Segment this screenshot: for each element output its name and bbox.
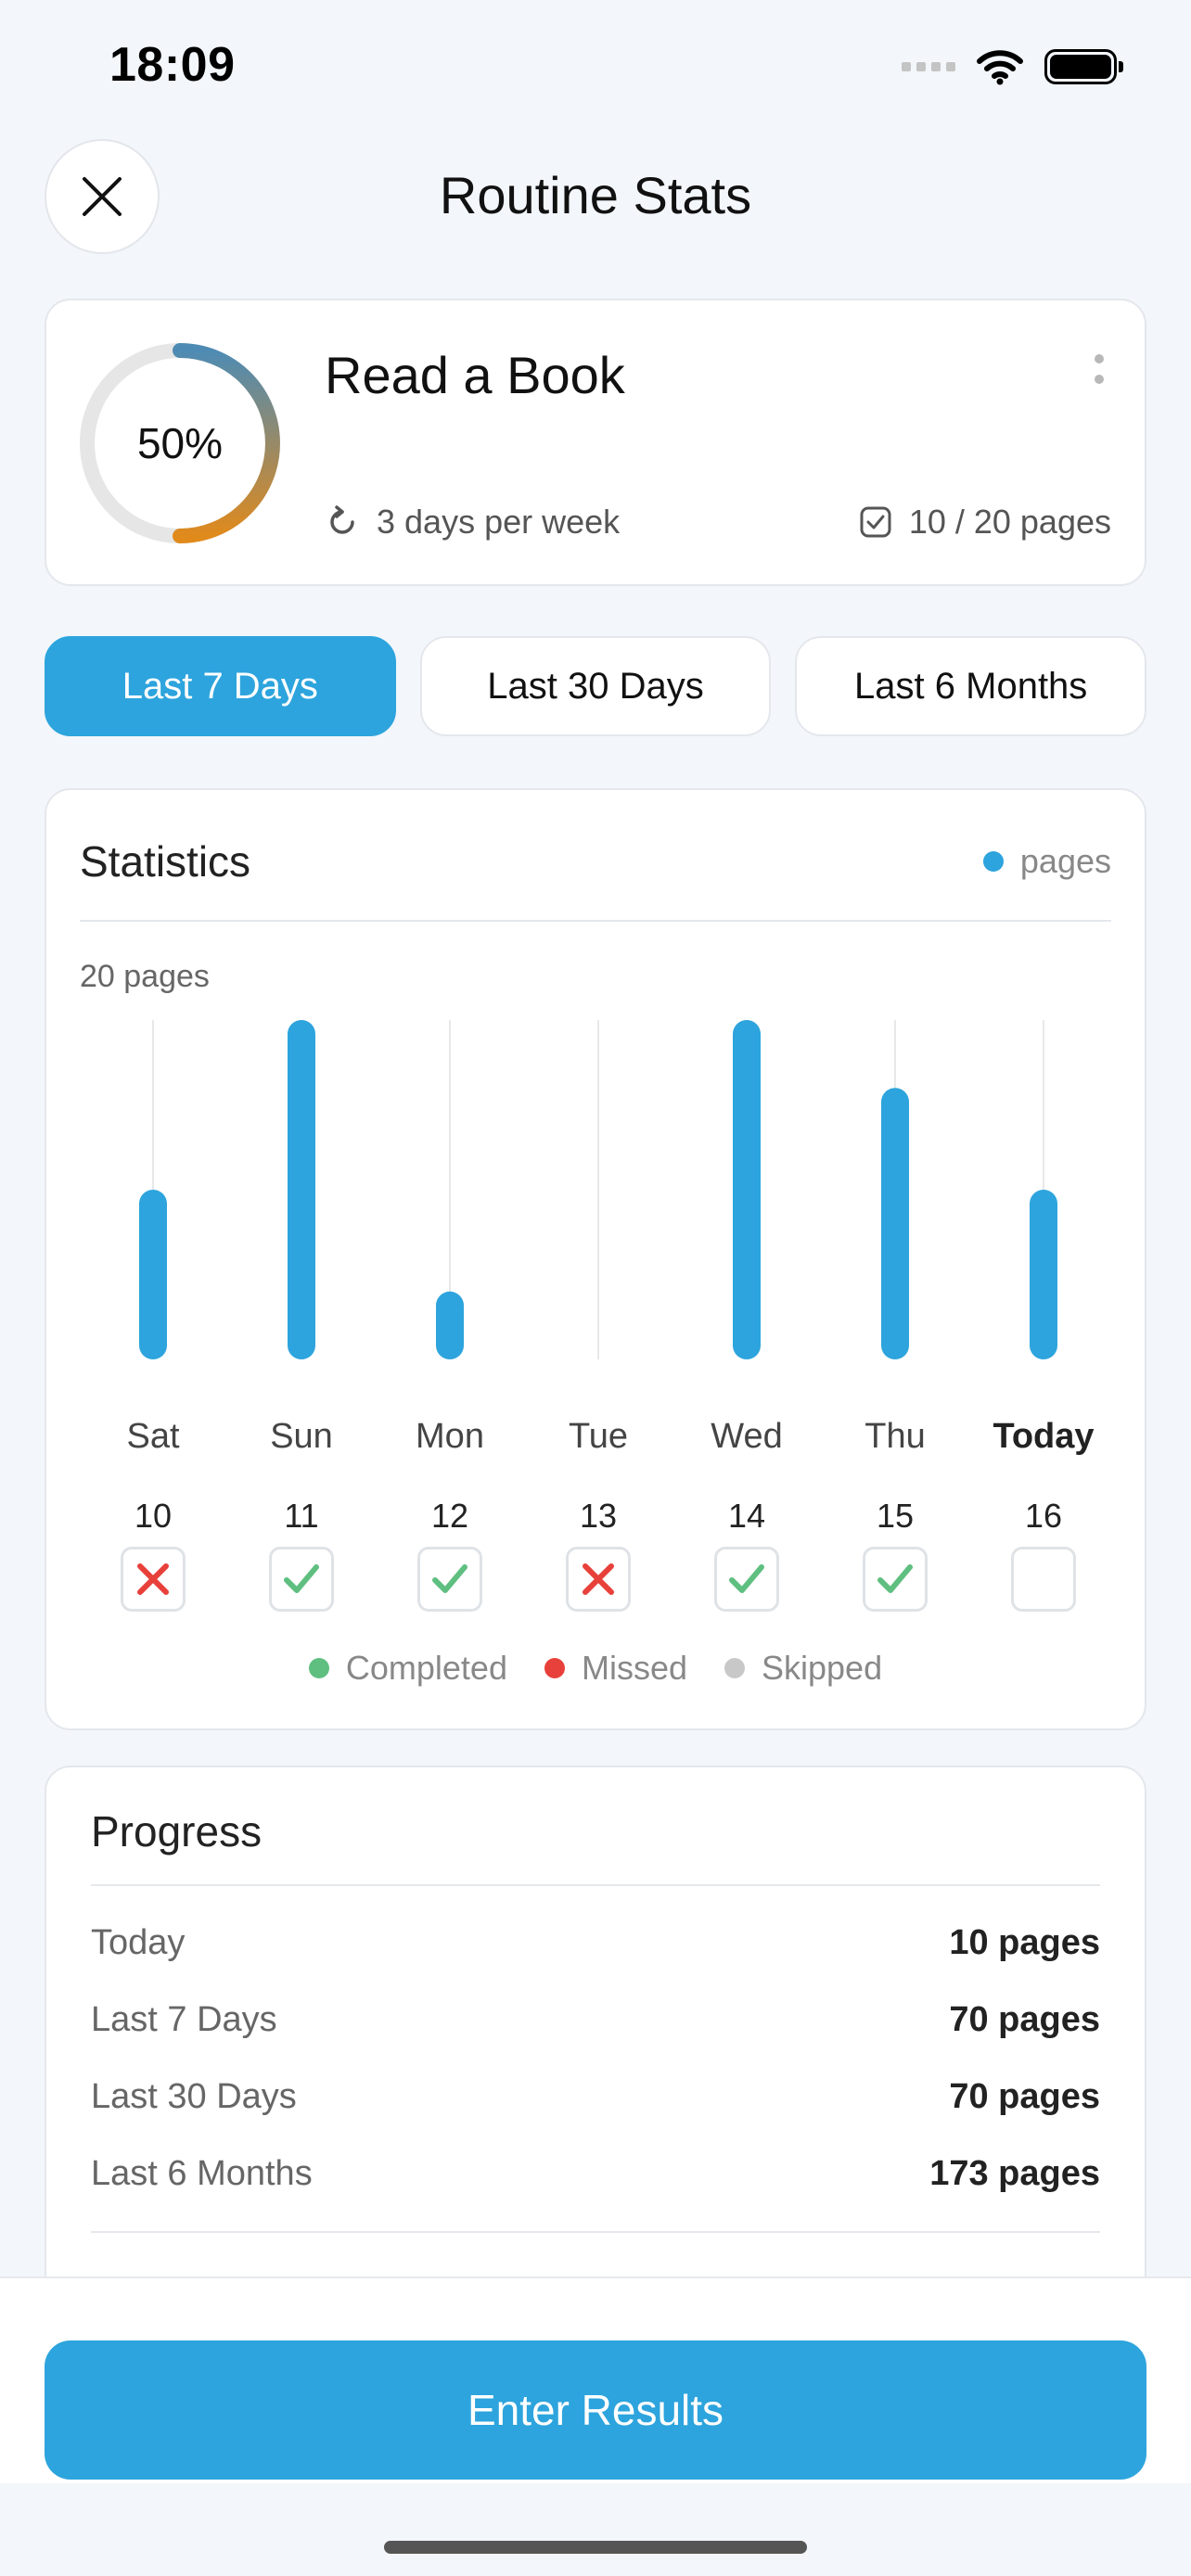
day-label: Sun bbox=[270, 1417, 333, 1456]
status-time: 18:09 bbox=[109, 38, 236, 92]
day-label: Sat bbox=[126, 1417, 180, 1456]
date-label: 13 bbox=[579, 1497, 618, 1535]
day-status-checkbox[interactable] bbox=[269, 1547, 334, 1612]
day-status-checkbox[interactable] bbox=[1011, 1547, 1076, 1612]
legend-skipped: Skipped bbox=[724, 1649, 882, 1688]
progress-row-value: 70 pages bbox=[949, 2000, 1100, 2039]
date-label: 12 bbox=[430, 1497, 469, 1535]
cross-icon bbox=[137, 1563, 169, 1595]
date-label: 15 bbox=[876, 1497, 915, 1535]
progress-percentage: 50% bbox=[136, 419, 224, 467]
goal-label: 10 / 20 pages bbox=[908, 503, 1111, 541]
y-axis-max-label: 20 pages bbox=[80, 959, 210, 994]
chart-bar[interactable] bbox=[288, 1020, 315, 1359]
date-label: 14 bbox=[727, 1497, 766, 1535]
progress-ring: 50% bbox=[78, 341, 282, 545]
statistics-card: Statistics pages 20 pages Sat 10 Sun 11 Mon 1… bbox=[45, 788, 1146, 1730]
day-status-checkbox[interactable] bbox=[566, 1547, 631, 1612]
legend-dot bbox=[982, 851, 1004, 872]
chart-bar[interactable] bbox=[881, 1088, 909, 1359]
status-bar: 18:09 bbox=[0, 0, 1191, 139]
day-label: Thu bbox=[864, 1417, 926, 1456]
frequency-label: 3 days per week bbox=[377, 503, 621, 541]
home-indicator bbox=[384, 2541, 807, 2554]
day-status-checkbox[interactable] bbox=[417, 1547, 482, 1612]
divider bbox=[80, 920, 1111, 922]
skipped-dot bbox=[724, 1658, 745, 1678]
battery-icon bbox=[1044, 49, 1123, 84]
tab-last-7-days[interactable]: Last 7 Days bbox=[45, 636, 396, 736]
habit-name: Read a Book bbox=[325, 346, 625, 404]
chart-bar[interactable] bbox=[139, 1190, 167, 1359]
tab-last-6-months[interactable]: Last 6 Months bbox=[795, 636, 1147, 736]
date-label: 11 bbox=[284, 1497, 319, 1535]
progress-row-value: 173 pages bbox=[929, 2154, 1100, 2193]
day-status-checkbox[interactable] bbox=[714, 1547, 779, 1612]
chart-bar[interactable] bbox=[436, 1291, 464, 1359]
progress-row: Today 10 pages bbox=[91, 1923, 1100, 1963]
day-label: Tue bbox=[568, 1417, 629, 1456]
cross-icon bbox=[583, 1563, 614, 1595]
legend-missed: Missed bbox=[544, 1649, 687, 1688]
goal: 10 / 20 pages bbox=[859, 503, 1111, 542]
progress-row-value: 10 pages bbox=[949, 1923, 1100, 1962]
day-status-checkbox[interactable] bbox=[121, 1547, 186, 1612]
completed-dot bbox=[308, 1658, 329, 1678]
chart-legend: pages bbox=[982, 842, 1111, 881]
frequency: 3 days per week bbox=[325, 503, 620, 542]
legend-label: pages bbox=[1019, 842, 1111, 880]
status-icons bbox=[902, 48, 1123, 85]
progress-row: Last 6 Months 173 pages bbox=[91, 2154, 1100, 2194]
signal-icon bbox=[902, 62, 955, 71]
tab-last-30-days[interactable]: Last 30 Days bbox=[419, 636, 772, 736]
statistics-title: Statistics bbox=[80, 837, 251, 886]
habit-card[interactable]: 50% Read a Book 3 days per week 10 / 20 … bbox=[45, 299, 1146, 586]
missed-label: Missed bbox=[581, 1649, 687, 1687]
progress-row: Last 30 Days 70 pages bbox=[91, 2077, 1100, 2117]
chart-bar[interactable] bbox=[733, 1020, 761, 1359]
progress-row-value: 70 pages bbox=[949, 2077, 1100, 2116]
day-label: Today bbox=[992, 1417, 1095, 1456]
divider bbox=[91, 2231, 1100, 2233]
skipped-label: Skipped bbox=[762, 1649, 883, 1687]
progress-row-label: Last 6 Months bbox=[91, 2154, 313, 2193]
close-button[interactable] bbox=[45, 139, 160, 254]
period-tabs: Last 7 Days Last 30 Days Last 6 Months bbox=[45, 636, 1147, 736]
date-label: 10 bbox=[134, 1497, 173, 1535]
chart-bar[interactable] bbox=[1030, 1190, 1057, 1359]
check-icon bbox=[729, 1564, 764, 1593]
enter-results-button[interactable]: Enter Results bbox=[45, 2340, 1146, 2480]
progress-title: Progress bbox=[91, 1807, 263, 1855]
day-status-checkbox[interactable] bbox=[863, 1547, 928, 1612]
date-label: 16 bbox=[1024, 1497, 1063, 1535]
progress-row-label: Last 30 Days bbox=[91, 2077, 297, 2116]
more-options-icon[interactable] bbox=[1095, 354, 1104, 384]
bar-chart bbox=[139, 1020, 1057, 1359]
progress-row-label: Last 7 Days bbox=[91, 2000, 277, 2039]
check-icon bbox=[284, 1564, 319, 1593]
missed-dot bbox=[544, 1658, 565, 1678]
day-label: Mon bbox=[416, 1417, 484, 1456]
check-icon bbox=[877, 1564, 913, 1593]
wifi-icon bbox=[977, 50, 1023, 85]
progress-row-label: Today bbox=[91, 1923, 186, 1962]
completed-label: Completed bbox=[345, 1649, 507, 1687]
divider bbox=[91, 1884, 1100, 1886]
check-icon bbox=[432, 1564, 467, 1593]
close-icon bbox=[83, 177, 122, 216]
status-legend: Completed Missed Skipped bbox=[46, 1649, 1145, 1688]
day-label: Wed bbox=[711, 1417, 783, 1456]
progress-row: Last 7 Days 70 pages bbox=[91, 2000, 1100, 2040]
checkbox-icon bbox=[860, 506, 891, 538]
repeat-icon bbox=[330, 505, 354, 534]
legend-completed: Completed bbox=[308, 1649, 507, 1688]
page-title: Routine Stats bbox=[439, 166, 752, 224]
